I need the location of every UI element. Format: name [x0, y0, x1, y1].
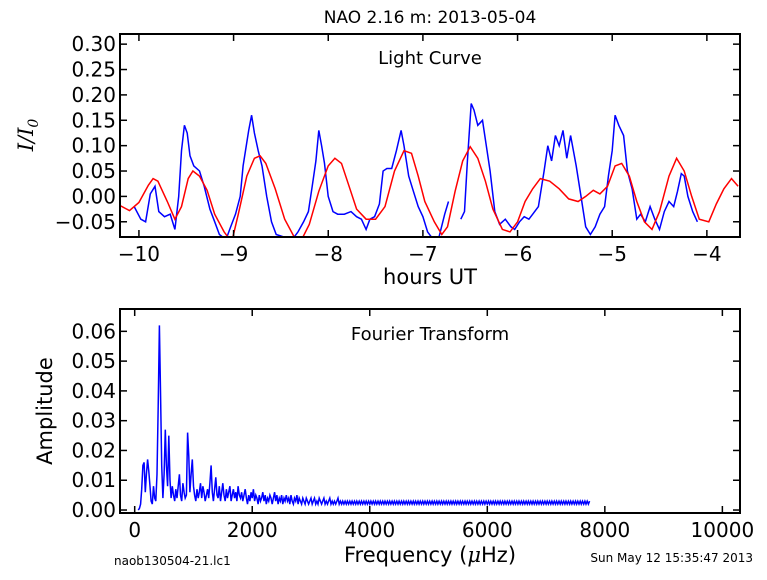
light-curve-frame — [119, 33, 741, 238]
footer-filename: naob130504-21.lc1 — [114, 554, 231, 568]
light-curve-xtick-label: −5 — [597, 242, 626, 266]
fourier-xtick-label: 0 — [128, 518, 141, 542]
light-curve-ytick-label: 0.10 — [71, 134, 116, 158]
light-curve-xtick-label: −10 — [118, 242, 160, 266]
light-curve-ytick-label: 0.15 — [71, 108, 116, 132]
light-curve-ytick-label: 0.00 — [71, 184, 116, 208]
fourier-title: Fourier Transform — [351, 324, 509, 345]
light-curve-panel: −10 −9 −8 −7 −6 −5 −4 −0.050.000.050.100.150.20… — [14, 32, 741, 289]
fourier-xtick-label: 4000 — [344, 518, 395, 542]
fourier-xtick-label: 10000 — [691, 518, 755, 542]
fourier-ytick-label: 0.01 — [71, 468, 116, 492]
light-curve-xtick-label: −4 — [692, 242, 721, 266]
fourier-frame — [119, 308, 741, 514]
fourier-series — [137, 325, 591, 511]
light-curve-series-0-line-0 — [133, 115, 450, 237]
fourier-ytick-label: 0.06 — [71, 319, 116, 343]
light-curve-ytick-label: 0.30 — [71, 32, 116, 56]
light-curve-title: Light Curve — [378, 48, 482, 69]
light-curve-ytick-label: 0.25 — [71, 58, 116, 82]
light-curve-ytick-label: −0.05 — [55, 210, 116, 234]
light-curve-xlabel: hours UT — [383, 265, 477, 289]
fourier-ytick-label: 0.05 — [71, 349, 116, 373]
fourier-xtick-label: 6000 — [462, 518, 513, 542]
fourier-xtick-label: 2000 — [227, 518, 278, 542]
light-curve-xtick-label: −6 — [503, 242, 532, 266]
fourier-series-0-line-0 — [137, 325, 591, 511]
fourier-xtick-label: 8000 — [579, 518, 630, 542]
light-curve-series — [120, 103, 739, 237]
footer-timestamp: Sun May 12 15:35:47 2013 — [590, 551, 753, 565]
light-curve-xtick-label: −9 — [219, 242, 248, 266]
fourier-ytick-label: 0.00 — [71, 498, 116, 522]
light-curve-ytick-label: 0.20 — [71, 83, 116, 107]
fourier-ytick-label: 0.02 — [71, 438, 116, 462]
fourier-ticks: 0 2000 4000 6000 8000 10000 0.00 0.01 0.02 0.03 0.… — [71, 309, 754, 542]
light-curve-series-1-line-0 — [120, 145, 739, 237]
fourier-panel: 0 2000 4000 6000 8000 10000 0.00 0.01 0.02 0.03 0.… — [33, 308, 754, 567]
figure-title: NAO 2.16 m: 2013-05-04 — [324, 8, 537, 28]
fourier-ylabel: Amplitude — [33, 357, 57, 465]
light-curve-ticks: −10 −9 −8 −7 −6 −5 −4 −0.050.000.050.100.150.20… — [55, 32, 740, 266]
fourier-ytick-label: 0.04 — [71, 379, 116, 403]
fourier-xlabel: Frequency (μHz) — [344, 543, 516, 567]
light-curve-ylabel: I/I0 — [14, 119, 42, 153]
fourier-ytick-label: 0.03 — [71, 409, 116, 433]
light-curve-xtick-label: −7 — [408, 242, 437, 266]
light-curve-ytick-label: 0.05 — [71, 159, 116, 183]
light-curve-xtick-label: −8 — [314, 242, 343, 266]
